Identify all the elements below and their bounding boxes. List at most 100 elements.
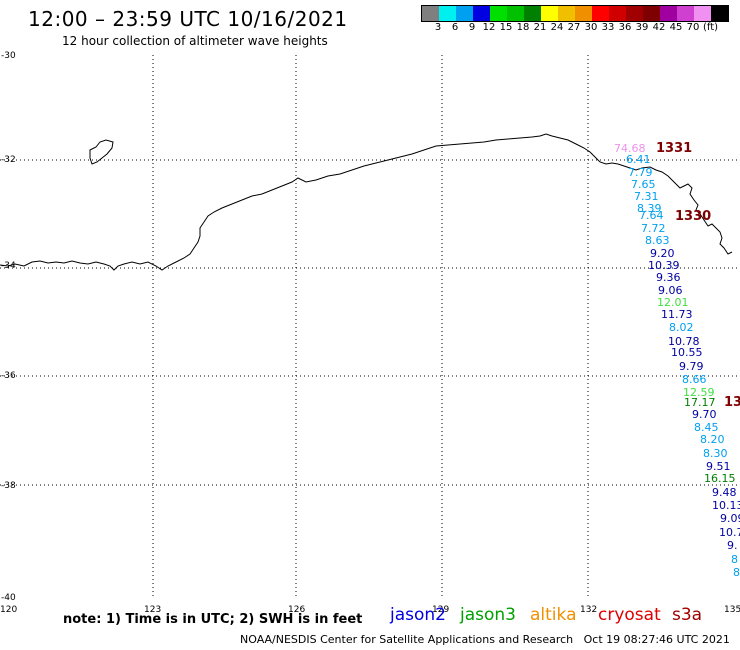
colorbar-label: 3 [434,22,442,33]
chart-subtitle: 12 hour collection of altimeter wave hei… [62,34,328,48]
colorbar-unit: (ft) [703,22,719,33]
colorbar-swatch [541,6,558,21]
wave-height-label: 10.39 [648,259,680,272]
colorbar-label: 6 [451,22,459,33]
wave-height-label: 10.7 [719,526,740,539]
wave-height-label: 8.02 [669,321,694,334]
pass-number-label: 1331 [656,141,692,156]
pass-number-label: 1330 [675,209,711,224]
wave-height-label: 9.09 [720,512,740,525]
wave-height-label: 10.13 [712,499,740,512]
wave-height-label: 17.17 [684,396,716,409]
colorbar-swatch [558,6,575,21]
wave-height-label: 9.70 [692,408,717,421]
wave-height-label: 7.64 [639,209,664,222]
wave-height-label: 9.79 [679,360,704,373]
legend-s3a: s3a [672,605,703,625]
island-outline [89,139,114,165]
axis-labels: -30 -32 -34 -36 -38 -40 120 123 126 129 132 135 [0,51,740,615]
colorbar-swatch [422,6,439,21]
colorbar-label: 12 [482,22,496,33]
colorbar-swatch [677,6,694,21]
wave-height-label: 9.48 [712,486,737,499]
longitude-label: 123 [144,605,161,615]
wave-height-label: 74.68 [614,142,646,155]
longitude-label: 129 [432,605,449,615]
latitude-label: -32 [1,155,16,165]
wave-height-label: 7.72 [641,222,666,235]
longitude-label: 120 [0,605,17,615]
colorbar-label: 42 [652,22,666,33]
wave-height-labels: 74.686.417.797.657.318.397.647.728.639.2… [614,142,740,579]
wave-height-label: 8.20 [700,433,725,446]
longitude-label: 126 [288,605,305,615]
legend-altika: altika [530,605,577,625]
wave-height-label: 6.41 [626,153,651,166]
wave-height-label: 8.30 [703,447,728,460]
longitude-label: 132 [580,605,597,615]
wave-height-label: 8 [731,553,738,566]
wave-height-label: 8.45 [694,421,719,434]
colorbar-swatch [507,6,524,21]
wave-height-label: 8.66 [682,373,707,386]
colorbar-label: 15 [499,22,513,33]
wave-height-label: 7.79 [628,166,653,179]
colorbar-label: 45 [669,22,683,33]
wave-height-label: 12.01 [657,296,689,309]
colorbar-label: 9 [468,22,476,33]
wave-height-label: 8 [733,566,740,579]
wave-height-label: 9.51 [706,460,731,473]
colorbar-label: 21 [533,22,547,33]
wave-height-label: 9.36 [656,271,681,284]
colorbar-label: 30 [584,22,598,33]
wave-height-label: 16.15 [704,472,736,485]
wave-height-label: 9. [727,539,738,552]
graticule [0,55,738,598]
colorbar-label: 27 [567,22,581,33]
latitude-label: -30 [1,51,16,61]
colorbar-label: 36 [618,22,632,33]
credit-line: NOAA/NESDIS Center for Satellite Applica… [240,633,730,646]
wave-height-label: 8.39 [637,202,662,215]
wave-height-label: 8.63 [645,234,670,247]
pass-number-label: 13 [724,395,740,410]
chart-title: 12:00 – 23:59 UTC 10/16/2021 [28,7,348,31]
colorbar-swatch [609,6,626,21]
wave-height-label: 11.73 [661,308,693,321]
colorbar-swatch [575,6,592,21]
latitude-label: -40 [1,593,16,603]
colorbar-label: 70 [686,22,700,33]
latitude-label: -38 [1,481,16,491]
colorbar-label: 18 [516,22,530,33]
wave-height-label: 9.06 [658,284,683,297]
colorbar-swatch [660,6,677,21]
australia-coastline [0,133,733,271]
wave-height-label: 7.31 [634,190,659,203]
colorbar-swatch [456,6,473,21]
colorbar-swatch [711,6,728,21]
longitude-label: 135 [724,605,740,615]
colorbar-label: 33 [601,22,615,33]
wave-height-label: 10.78 [668,335,700,348]
wave-height-label: 10.55 [671,346,703,359]
colorbar-label: 24 [550,22,564,33]
wave-height-label: 9.20 [650,247,675,260]
latitude-label: -36 [1,371,16,381]
colorbar-swatch [592,6,609,21]
colorbar-swatch [524,6,541,21]
colorbar-swatch [694,6,711,21]
wave-height-label: 7.65 [631,178,656,191]
colorbar-swatch [626,6,643,21]
colorbar-swatch [473,6,490,21]
colorbar [421,5,729,22]
colorbar-swatch [490,6,507,21]
credit-text: NOAA/NESDIS Center for Satellite Applica… [240,633,574,646]
latitude-label: -34 [1,261,16,271]
colorbar-swatch [439,6,456,21]
legend-jason3: jason3 [460,605,516,625]
wave-height-label: 12.59 [683,386,715,399]
legend-cryosat: cryosat [598,605,661,625]
colorbar-swatch [643,6,660,21]
colorbar-label: 39 [635,22,649,33]
